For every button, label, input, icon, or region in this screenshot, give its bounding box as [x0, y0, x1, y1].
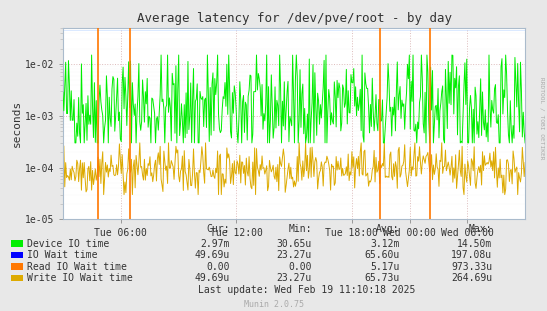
Text: IO Wait time: IO Wait time [27, 250, 98, 260]
Text: Last update: Wed Feb 19 11:10:18 2025: Last update: Wed Feb 19 11:10:18 2025 [197, 285, 415, 295]
Text: 973.33u: 973.33u [451, 262, 492, 272]
Text: Read IO Wait time: Read IO Wait time [27, 262, 127, 272]
Text: 49.69u: 49.69u [195, 273, 230, 283]
Text: 23.27u: 23.27u [277, 250, 312, 260]
Text: Device IO time: Device IO time [27, 239, 109, 248]
Text: Avg:: Avg: [376, 224, 399, 234]
Text: 197.08u: 197.08u [451, 250, 492, 260]
Text: 49.69u: 49.69u [195, 250, 230, 260]
Text: 30.65u: 30.65u [277, 239, 312, 248]
Text: Max:: Max: [469, 224, 492, 234]
Title: Average latency for /dev/pve/root - by day: Average latency for /dev/pve/root - by d… [137, 12, 451, 26]
Text: 0.00: 0.00 [206, 262, 230, 272]
Text: 0.00: 0.00 [288, 262, 312, 272]
Text: Cur:: Cur: [206, 224, 230, 234]
Text: 264.69u: 264.69u [451, 273, 492, 283]
Text: 65.73u: 65.73u [364, 273, 399, 283]
Text: Write IO Wait time: Write IO Wait time [27, 273, 133, 283]
Text: 14.50m: 14.50m [457, 239, 492, 248]
Text: Min:: Min: [288, 224, 312, 234]
Text: Munin 2.0.75: Munin 2.0.75 [243, 299, 304, 309]
Text: RRDTOOL / TOBI OETIKER: RRDTOOL / TOBI OETIKER [539, 77, 544, 160]
Y-axis label: seconds: seconds [11, 100, 22, 147]
Text: 23.27u: 23.27u [277, 273, 312, 283]
Text: 65.60u: 65.60u [364, 250, 399, 260]
Text: 3.12m: 3.12m [370, 239, 399, 248]
Text: 2.97m: 2.97m [200, 239, 230, 248]
Text: 5.17u: 5.17u [370, 262, 399, 272]
